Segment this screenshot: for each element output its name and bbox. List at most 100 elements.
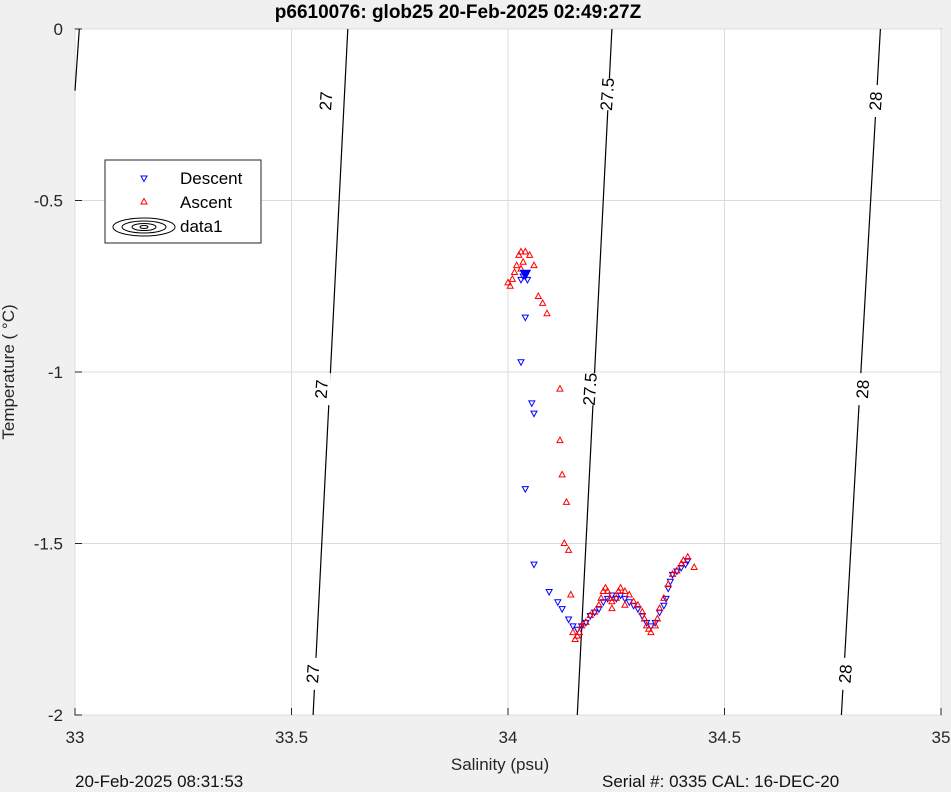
- ascent-point: [612, 593, 621, 601]
- descent-point: [603, 595, 612, 603]
- descent-point: [673, 568, 681, 576]
- descent-point: [530, 410, 538, 418]
- footer-timestamp: 20-Feb-2025 08:31:53: [75, 772, 244, 791]
- ascent-point: [590, 607, 599, 615]
- descent-point: [517, 276, 525, 284]
- contour-label: 27.5: [597, 77, 618, 111]
- descent-point: [530, 561, 538, 569]
- ascent-point: [647, 628, 655, 636]
- descent-point: [668, 571, 677, 579]
- axes: 33 33.5 34 34.5 35 0 -0.5 -1 -1.5 -2: [34, 20, 951, 747]
- ascent-point: [504, 278, 512, 286]
- descent-point: [521, 314, 530, 322]
- x-tick-label: 34: [499, 728, 518, 747]
- ascent-point: [595, 600, 603, 608]
- descent-point: [519, 269, 532, 281]
- descent-point: [595, 606, 603, 614]
- legend-contour-icon: [139, 225, 149, 229]
- legend[interactable]: Descent Ascent data1: [104, 159, 262, 244]
- ascent-point: [569, 628, 577, 636]
- ascent-point: [640, 614, 649, 622]
- x-tick-label: 33.5: [275, 728, 308, 747]
- contour-label: 27.5: [580, 372, 601, 406]
- data-series: [504, 247, 699, 643]
- descent-point: [564, 616, 573, 624]
- ascent-point: [651, 621, 660, 629]
- ascent-point: [616, 583, 625, 591]
- contour-label-bg: [317, 85, 336, 118]
- legend-entry-label: Descent: [180, 169, 243, 188]
- y-tick-label: -1.5: [34, 535, 63, 554]
- contour-label: 28: [866, 91, 886, 111]
- contour-label: 27: [303, 664, 323, 684]
- footer-serial-cal: Serial #: 0335 CAL: 16-DEC-20: [602, 772, 840, 791]
- contour-label-bg: [836, 657, 855, 690]
- ascent-point: [564, 545, 573, 553]
- ascent-point: [519, 257, 527, 265]
- ascent-point: [521, 247, 530, 255]
- legend-box: [104, 159, 262, 244]
- y-tick-label: 0: [54, 20, 63, 39]
- ascent-point: [571, 634, 579, 643]
- contour-label: 27: [312, 379, 332, 399]
- ascent-point: [558, 470, 566, 478]
- ascent-point: [538, 298, 547, 306]
- ascent-point: [534, 291, 543, 300]
- contour-label: 27: [316, 91, 336, 111]
- ascent-point: [510, 267, 519, 276]
- ascent-point: [683, 552, 692, 560]
- descent-point: [582, 619, 590, 627]
- ascent-point: [556, 384, 564, 392]
- legend-entry-label: data1: [180, 217, 223, 236]
- x-axis-label: Salinity (psu): [451, 755, 549, 774]
- ascent-point: [644, 624, 653, 632]
- ascent-point: [638, 607, 647, 615]
- ascent-point: [655, 604, 664, 612]
- descent-point: [634, 606, 642, 614]
- ascent-point: [668, 569, 677, 577]
- ascent-point: [608, 604, 616, 612]
- ascent-point: [653, 614, 662, 622]
- ascent-point: [605, 593, 614, 601]
- ascent-point: [599, 586, 608, 595]
- x-tick-label: 33: [66, 728, 85, 747]
- ascent-point: [634, 600, 642, 608]
- contour-label-bg: [304, 657, 323, 690]
- y-tick-label: -1: [48, 363, 63, 382]
- y-tick-label: -2: [48, 706, 63, 725]
- contour-label-bg: [867, 85, 886, 118]
- ascent-point: [608, 597, 616, 605]
- ascent-point: [660, 593, 668, 601]
- ascent-point: [543, 309, 551, 317]
- ascent-point: [603, 586, 612, 595]
- ascent-point: [677, 559, 686, 567]
- ascent-point: [625, 590, 634, 598]
- legend-contour-icon: [121, 220, 167, 234]
- descent-point: [590, 609, 599, 617]
- descent-point: [662, 595, 670, 603]
- descent-point: [527, 400, 536, 408]
- ascent-point: [530, 261, 538, 269]
- y-axis-label: Temperature ( °C): [0, 304, 18, 439]
- contour-label-bg: [312, 373, 331, 406]
- ascent-point: [573, 631, 582, 639]
- ascent-point: [601, 583, 610, 591]
- descent-point: [569, 623, 577, 631]
- ascent-point: [517, 247, 525, 255]
- x-tick-label: 35: [932, 728, 951, 747]
- legend-entry-label: Ascent: [180, 193, 232, 212]
- ascent-point: [586, 610, 595, 619]
- descent-point: [677, 565, 686, 573]
- descent-point: [523, 276, 532, 284]
- legend-contour-icon: [131, 223, 157, 231]
- descent-point: [545, 589, 553, 597]
- ascent-point: [506, 281, 515, 289]
- descent-point: [558, 606, 566, 614]
- descent-point: [655, 609, 664, 617]
- ascent-point: [629, 597, 638, 605]
- ascent-point: [614, 586, 623, 595]
- contour-label-bg: [854, 373, 873, 406]
- contour-line: [840, 28, 881, 716]
- contour-label-bg: [581, 373, 600, 406]
- ascent-point: [582, 617, 590, 625]
